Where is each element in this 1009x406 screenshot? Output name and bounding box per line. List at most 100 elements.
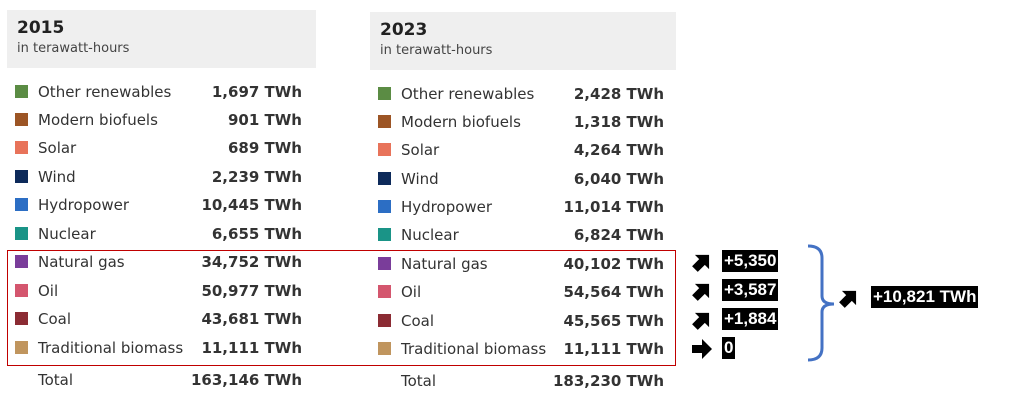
row-value: 45,565 TWh bbox=[563, 312, 664, 330]
legend-swatch bbox=[378, 342, 391, 355]
table-row: Wind 2,239 TWh bbox=[15, 163, 302, 191]
row-label: Traditional biomass bbox=[401, 340, 547, 358]
legend-swatch bbox=[15, 284, 28, 297]
difference-label: +5,350 bbox=[722, 250, 779, 272]
total-row: Total 183,230 TWh bbox=[378, 367, 664, 395]
row-label: Hydropower bbox=[38, 196, 130, 214]
table-row: Traditional biomass 11,111 TWh bbox=[15, 334, 302, 362]
row-label: Coal bbox=[401, 312, 435, 330]
row-label: Traditional biomass bbox=[38, 339, 184, 357]
legend-swatch bbox=[378, 200, 391, 213]
legend-swatch bbox=[378, 143, 391, 156]
table-row: Wind 6,040 TWh bbox=[378, 165, 664, 193]
row-label: Wind bbox=[401, 170, 439, 188]
row-value: 11,014 TWh bbox=[563, 198, 664, 216]
table-row: Hydropower 11,014 TWh bbox=[378, 193, 664, 221]
legend-swatch bbox=[378, 228, 391, 241]
row-label: Coal bbox=[38, 310, 72, 328]
row-value: 43,681 TWh bbox=[201, 310, 302, 328]
arrow-up-right-icon bbox=[692, 254, 710, 272]
table-row: Coal 45,565 TWh bbox=[378, 307, 664, 335]
row-value: 10,445 TWh bbox=[201, 196, 302, 214]
legend-swatch bbox=[378, 172, 391, 185]
difference-label: 0 bbox=[722, 337, 736, 359]
panel-header: 2023 in terawatt-hours bbox=[370, 12, 676, 70]
row-value: 901 TWh bbox=[228, 111, 302, 129]
legend-swatch bbox=[15, 255, 28, 268]
table-row: Oil 50,977 TWh bbox=[15, 277, 302, 305]
row-value: 4,264 TWh bbox=[573, 141, 664, 159]
difference-label: +1,884 bbox=[722, 308, 779, 330]
table-row: Nuclear 6,824 TWh bbox=[378, 221, 664, 249]
total-row: Total 163,146 TWh bbox=[15, 366, 302, 394]
row-value: 34,752 TWh bbox=[201, 253, 302, 271]
row-value: 1,697 TWh bbox=[211, 83, 302, 101]
table-row: Natural gas 34,752 TWh bbox=[15, 248, 302, 276]
difference-label: +3,587 bbox=[722, 279, 779, 301]
row-label: Modern biofuels bbox=[38, 111, 158, 129]
panel-unit: in terawatt-hours bbox=[380, 43, 493, 58]
total-label: Total bbox=[38, 371, 74, 389]
row-value: 11,111 TWh bbox=[201, 339, 302, 357]
row-label: Other renewables bbox=[38, 83, 172, 101]
table-row: Modern biofuels 901 TWh bbox=[15, 106, 302, 134]
table-row: Coal 43,681 TWh bbox=[15, 305, 302, 333]
arrow-right-icon bbox=[692, 339, 712, 359]
legend-swatch bbox=[15, 227, 28, 240]
table-row: Modern biofuels 1,318 TWh bbox=[378, 108, 664, 136]
row-label: Natural gas bbox=[38, 253, 125, 271]
table-row: Natural gas 40,102 TWh bbox=[378, 250, 664, 278]
row-label: Oil bbox=[401, 283, 422, 301]
total-value: 163,146 TWh bbox=[191, 371, 302, 389]
row-value: 2,239 TWh bbox=[211, 168, 302, 186]
arrow-up-right-icon bbox=[839, 290, 857, 308]
panel-2023: 2023 in terawatt-hours Other renewables 2… bbox=[370, 10, 676, 390]
legend-swatch bbox=[15, 312, 28, 325]
bracket-icon bbox=[807, 244, 835, 362]
total-difference-label: +10,821 TWh bbox=[871, 286, 979, 308]
table-row: Traditional biomass 11,111 TWh bbox=[378, 335, 664, 363]
row-value: 2,428 TWh bbox=[573, 85, 664, 103]
legend-swatch bbox=[378, 87, 391, 100]
panel-2015: 2015 in terawatt-hours Other renewables 1… bbox=[7, 10, 316, 390]
legend-swatch bbox=[15, 85, 28, 98]
total-value: 183,230 TWh bbox=[553, 372, 664, 390]
legend-swatch bbox=[378, 115, 391, 128]
row-label: Nuclear bbox=[38, 225, 96, 243]
row-value: 11,111 TWh bbox=[563, 340, 664, 358]
legend-swatch bbox=[378, 285, 391, 298]
row-value: 689 TWh bbox=[228, 139, 302, 157]
table-row: Other renewables 1,697 TWh bbox=[15, 78, 302, 106]
table-row: Nuclear 6,655 TWh bbox=[15, 220, 302, 248]
row-label: Nuclear bbox=[401, 226, 459, 244]
legend-swatch bbox=[378, 314, 391, 327]
row-value: 1,318 TWh bbox=[573, 113, 664, 131]
arrow-up-right-icon bbox=[692, 312, 710, 330]
fossil-highlight-box bbox=[7, 250, 676, 366]
row-value: 6,824 TWh bbox=[573, 226, 664, 244]
table-row: Other renewables 2,428 TWh bbox=[378, 80, 664, 108]
panel-header: 2015 in terawatt-hours bbox=[7, 10, 316, 68]
row-label: Natural gas bbox=[401, 255, 488, 273]
row-value: 54,564 TWh bbox=[563, 283, 664, 301]
row-label: Oil bbox=[38, 282, 59, 300]
table-row: Hydropower 10,445 TWh bbox=[15, 191, 302, 219]
row-label: Other renewables bbox=[401, 85, 535, 103]
legend-swatch bbox=[15, 198, 28, 211]
legend-swatch bbox=[15, 341, 28, 354]
total-label: Total bbox=[401, 372, 437, 390]
legend-swatch bbox=[15, 170, 28, 183]
row-label: Solar bbox=[38, 139, 77, 157]
panel-year: 2015 bbox=[17, 18, 65, 38]
table-row: Solar 4,264 TWh bbox=[378, 136, 664, 164]
row-value: 6,655 TWh bbox=[211, 225, 302, 243]
panel-unit: in terawatt-hours bbox=[17, 41, 130, 56]
row-label: Modern biofuels bbox=[401, 113, 521, 131]
legend-swatch bbox=[15, 141, 28, 154]
panel-year: 2023 bbox=[380, 20, 428, 40]
row-label: Hydropower bbox=[401, 198, 493, 216]
row-value: 50,977 TWh bbox=[201, 282, 302, 300]
row-label: Solar bbox=[401, 141, 440, 159]
row-label: Wind bbox=[38, 168, 76, 186]
table-row: Oil 54,564 TWh bbox=[378, 278, 664, 306]
